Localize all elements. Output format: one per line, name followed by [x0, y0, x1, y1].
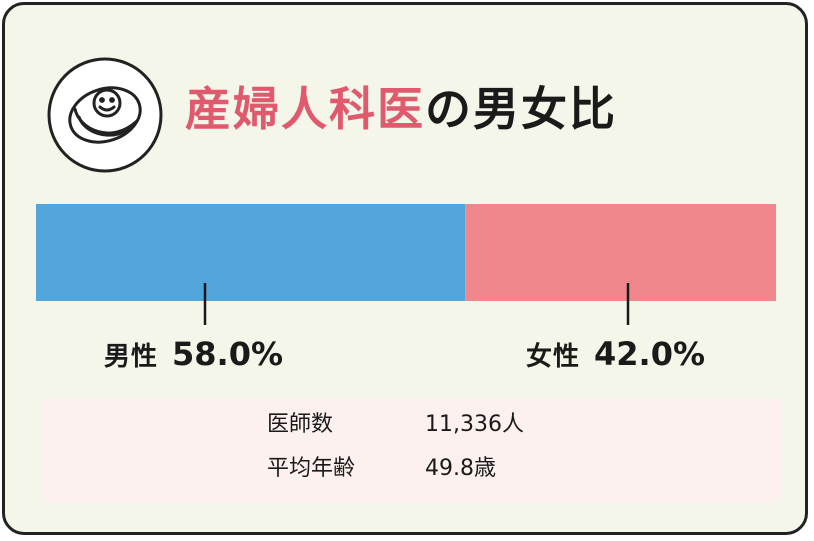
female-label: 女性 42.0% [526, 332, 705, 382]
male-label: 男性 58.0% [104, 332, 283, 382]
male-bar-segment [36, 204, 466, 301]
stat-doctors-value: 11,336人 [425, 412, 524, 437]
stat-doctors-label: 医師数 [267, 412, 334, 437]
male-percent: 58.0% [172, 335, 284, 373]
male-name: 男性 [104, 342, 159, 372]
female-bar-segment [465, 204, 776, 301]
female-name: 女性 [526, 342, 581, 372]
page-title: 産婦人科医の男女比 [185, 75, 617, 143]
female-percent: 42.0% [594, 335, 706, 373]
title-accent: 産婦人科医 [185, 82, 425, 136]
stat-age: 平均年齢 49.8歳 [267, 453, 496, 485]
swaddled-baby-icon [45, 55, 165, 175]
stat-age-value: 49.8歳 [425, 456, 496, 481]
stat-doctors: 医師数 11,336人 [267, 409, 524, 441]
title-rest: の男女比 [425, 82, 617, 136]
stat-age-label: 平均年齢 [267, 456, 356, 481]
stats-panel: 医師数 11,336人 平均年齢 49.8歳 [41, 399, 781, 503]
